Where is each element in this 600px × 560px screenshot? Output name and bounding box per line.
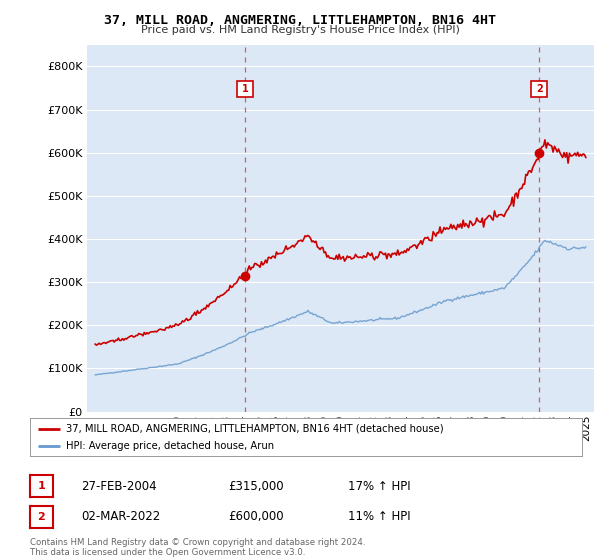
Text: 37, MILL ROAD, ANGMERING, LITTLEHAMPTON, BN16 4HT: 37, MILL ROAD, ANGMERING, LITTLEHAMPTON,… — [104, 14, 496, 27]
Text: £600,000: £600,000 — [228, 510, 284, 524]
Text: Contains HM Land Registry data © Crown copyright and database right 2024.
This d: Contains HM Land Registry data © Crown c… — [30, 538, 365, 557]
Text: 11% ↑ HPI: 11% ↑ HPI — [348, 510, 410, 524]
Text: HPI: Average price, detached house, Arun: HPI: Average price, detached house, Arun — [66, 441, 274, 451]
Text: 1: 1 — [38, 481, 45, 491]
Text: Price paid vs. HM Land Registry's House Price Index (HPI): Price paid vs. HM Land Registry's House … — [140, 25, 460, 35]
Text: 17% ↑ HPI: 17% ↑ HPI — [348, 479, 410, 493]
Text: 2: 2 — [38, 512, 45, 522]
Text: 27-FEB-2004: 27-FEB-2004 — [81, 479, 157, 493]
Text: £315,000: £315,000 — [228, 479, 284, 493]
Text: 02-MAR-2022: 02-MAR-2022 — [81, 510, 160, 524]
Text: 37, MILL ROAD, ANGMERING, LITTLEHAMPTON, BN16 4HT (detached house): 37, MILL ROAD, ANGMERING, LITTLEHAMPTON,… — [66, 423, 443, 433]
Text: 1: 1 — [242, 84, 248, 94]
Text: 2: 2 — [536, 84, 543, 94]
